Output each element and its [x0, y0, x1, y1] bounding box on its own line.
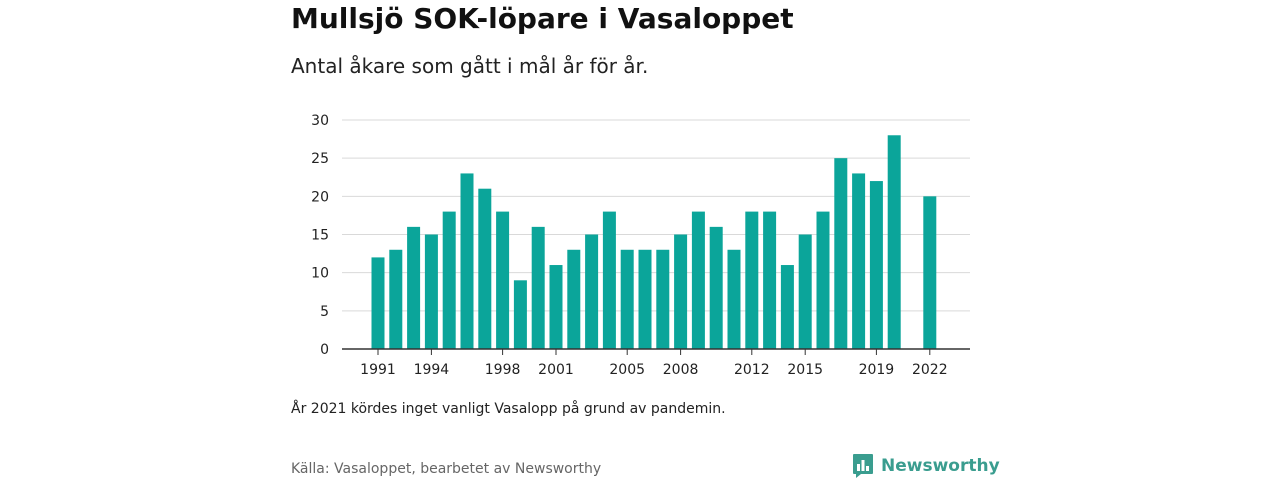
bar-2000 [531, 226, 545, 349]
bar-2009 [691, 211, 705, 349]
bar-1992 [389, 249, 403, 349]
bar-2015 [798, 234, 812, 349]
y-axis-tick-labels: 0 5 10 15 20 25 30 [311, 113, 329, 358]
bar-1996 [460, 173, 474, 349]
bar-2001 [549, 265, 563, 349]
x-tick-label: 1994 [414, 362, 450, 378]
source-credit: Källa: Vasaloppet, bearbetet av Newswort… [291, 461, 602, 477]
y-tick-label: 0 [320, 342, 329, 358]
y-tick-label: 10 [311, 266, 329, 282]
x-tick-label: 2019 [859, 362, 895, 378]
y-tick-label: 5 [320, 304, 329, 320]
x-tick-label: 2012 [734, 362, 770, 378]
bar-2012 [745, 211, 759, 349]
x-tick-label: 2015 [787, 362, 823, 378]
bar-1999 [513, 280, 527, 349]
bars [371, 135, 937, 349]
bar-1997 [478, 188, 492, 349]
bar-2013 [763, 211, 777, 349]
x-tick-label: 2001 [538, 362, 574, 378]
bar-1995 [442, 211, 456, 349]
newsworthy-logo[interactable]: Newsworthy [852, 453, 1000, 479]
bar-2002 [567, 249, 581, 349]
y-tick-label: 20 [311, 189, 329, 205]
y-tick-label: 30 [311, 113, 329, 129]
bar-2016 [816, 211, 830, 349]
logo-text: Newsworthy [881, 456, 1000, 476]
chart-title: Mullsjö SOK-löpare i Vasaloppet [291, 2, 794, 35]
bar-2007 [656, 249, 670, 349]
x-tick-label: 1991 [360, 362, 396, 378]
bar-2011 [727, 249, 741, 349]
bar-1993 [407, 226, 421, 349]
footnote: År 2021 kördes inget vanligt Vasalopp på… [291, 401, 726, 417]
bar-2010 [709, 226, 723, 349]
y-tick-label: 15 [311, 228, 329, 244]
x-tick-label: 1998 [485, 362, 521, 378]
y-tick-label: 25 [311, 151, 329, 167]
bar-2006 [638, 249, 652, 349]
x-tick-label: 2008 [663, 362, 699, 378]
bar-2014 [780, 265, 794, 349]
newsworthy-bar-chart-icon [853, 454, 873, 478]
bar-2008 [674, 234, 688, 349]
bar-2022 [923, 196, 937, 349]
bar-2004 [602, 211, 616, 349]
bar-2018 [852, 173, 866, 349]
bar-1998 [496, 211, 510, 349]
x-tick-label: 2022 [912, 362, 948, 378]
bar-2017 [834, 158, 848, 349]
x-tick-label: 2005 [609, 362, 645, 378]
bar-chart: 0 5 10 15 20 25 30 1991 1994 1998 2001 2005 2008 201… [311, 113, 970, 378]
bar-2019 [869, 181, 883, 349]
bar-2005 [620, 249, 634, 349]
x-axis-tick-labels: 1991 1994 1998 2001 2005 2008 2012 2015 2019 2022 [360, 349, 948, 378]
bar-2003 [585, 234, 599, 349]
chart-subtitle: Antal åkare som gått i mål år för år. [291, 54, 649, 78]
bar-1994 [424, 234, 438, 349]
bar-1991 [371, 257, 385, 349]
bar-2020 [887, 135, 901, 349]
